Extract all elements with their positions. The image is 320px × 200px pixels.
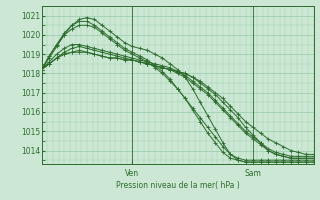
X-axis label: Pression niveau de la mer( hPa ): Pression niveau de la mer( hPa )	[116, 181, 239, 190]
